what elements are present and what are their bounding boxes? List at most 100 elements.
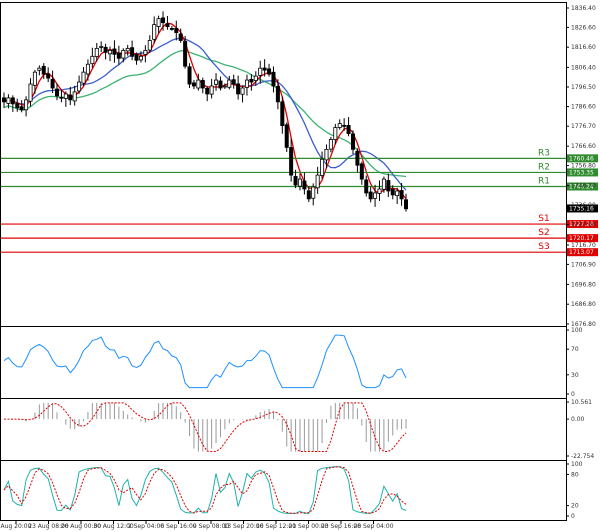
candle-body	[2, 97, 7, 103]
indicator-panels	[3, 334, 407, 514]
indicator-axis-tick-label: 0	[571, 391, 575, 398]
candle-body	[77, 81, 82, 92]
indicator-axis-tick-label: 20	[571, 503, 579, 510]
pivot-levels: R3 1760.46 R2 1753.35 R1 1746.24 S1 1727.28 S2 17…	[0, 148, 598, 257]
price-axis-tick-label: 1816.60	[571, 44, 596, 51]
time-axis-tick-label: Aug 20:00	[1, 523, 32, 530]
candle-body	[10, 97, 15, 105]
candle-body	[161, 17, 166, 24]
pivot-level-label: R1	[538, 177, 550, 187]
time-axis-tick-label: 28 Sep 04:00	[353, 523, 393, 530]
pivot-level-price-badge	[567, 182, 598, 191]
candle-body	[90, 55, 95, 65]
price-axis-tick-label: 1727.00	[571, 222, 596, 229]
candle-body	[6, 97, 11, 104]
last-price-text: 1735.16	[569, 205, 594, 212]
candle-body	[99, 46, 104, 48]
candle-body	[328, 139, 333, 150]
candle-body	[258, 67, 263, 76]
price-axis-tick-label: 1686.80	[571, 301, 596, 308]
indicator-axis-tick-label: 80	[571, 471, 579, 478]
candle-body	[152, 24, 157, 40]
pivot-level-price-text: 1727.28	[569, 221, 594, 228]
pivot-level-price-badge	[567, 234, 598, 243]
candle-body	[165, 23, 170, 28]
candle-body	[368, 191, 373, 200]
candle-body	[41, 65, 46, 75]
candle-body	[227, 79, 232, 88]
pivot-level-price-badge	[567, 168, 598, 177]
candle-body	[218, 80, 223, 89]
pivot-level-price-badge	[567, 248, 598, 257]
candle-body	[134, 54, 139, 61]
pivot-level-label: R3	[538, 148, 550, 158]
time-axis-tick-label: 23 Sep 16:00	[321, 523, 361, 530]
candle-body	[68, 94, 73, 101]
candle-body	[324, 148, 329, 161]
candle-body	[174, 28, 179, 33]
pivot-level-label: R2	[538, 162, 550, 172]
candle-body	[24, 99, 29, 111]
candle-body	[236, 83, 241, 95]
candle-body	[50, 78, 55, 89]
candle-body	[63, 93, 68, 99]
price-axis-tick-label: 1696.80	[571, 281, 596, 288]
candle-body	[94, 47, 99, 57]
time-axis-tick-label: 9 Sep 08:00	[193, 523, 229, 530]
price-axis-tick-label: 1776.70	[571, 123, 596, 130]
indicator-axis-tick-label: 10.561	[571, 399, 592, 406]
pivot-level-price-badge	[567, 154, 598, 163]
candle-body	[359, 163, 364, 180]
candle-body	[59, 96, 64, 99]
candle-body	[390, 188, 395, 196]
indicator-axis-tick-label: -22.754	[571, 453, 594, 460]
candle-body	[293, 176, 298, 186]
candle-body	[32, 71, 37, 86]
candle-body	[231, 79, 236, 85]
indicator-axis-tick-label: 100	[571, 461, 583, 468]
time-axis-tick-label: 2 Sep 04:00	[128, 523, 164, 530]
candle-body	[55, 88, 60, 97]
candle-body	[364, 179, 369, 194]
candle-body	[280, 101, 285, 127]
candle-body	[399, 190, 404, 200]
candle-body	[214, 79, 219, 85]
candle-body	[284, 124, 289, 148]
candle-body	[315, 174, 320, 189]
time-axis-tick-label: 23 Aug 08:00	[28, 523, 69, 530]
time-axis-tick-label: 21 Sep 00:00	[288, 523, 328, 530]
time-axis-tick-label: 16 Sep 12:00	[256, 523, 296, 530]
candle-body	[108, 49, 113, 55]
candle-body	[297, 178, 302, 187]
pivot-level-price-text: 1720.17	[569, 235, 594, 242]
candle-body	[205, 87, 210, 95]
pivot-level-price-text: 1746.24	[569, 184, 594, 191]
candle-body	[386, 180, 391, 192]
price-axis-tick-label: 1706.90	[571, 261, 596, 268]
candle-body	[147, 40, 152, 51]
price-axis-tick-label: 1756.80	[571, 163, 596, 170]
candle-body	[15, 103, 20, 109]
pivot-level-label: S2	[538, 228, 549, 238]
candle-body	[183, 40, 188, 67]
price-axis-tick-label: 1736.90	[571, 202, 596, 209]
pivot-level-price-text: 1753.35	[569, 169, 594, 176]
candle-body	[72, 91, 77, 102]
candle-body	[116, 52, 121, 59]
candles	[2, 11, 408, 212]
candle-body	[395, 190, 400, 197]
candle-body	[262, 67, 267, 71]
candle-body	[302, 180, 307, 190]
candle-body	[191, 82, 196, 87]
candle-body	[333, 127, 338, 140]
candle-body	[209, 85, 214, 95]
candle-body	[249, 78, 254, 83]
price-axis-tick-label: 1766.60	[571, 143, 596, 150]
candle-body	[200, 80, 205, 89]
candle-body	[138, 55, 143, 61]
candle-body	[112, 48, 117, 55]
candle-body	[381, 178, 386, 190]
price-axis-tick-label: 1826.60	[571, 24, 596, 31]
